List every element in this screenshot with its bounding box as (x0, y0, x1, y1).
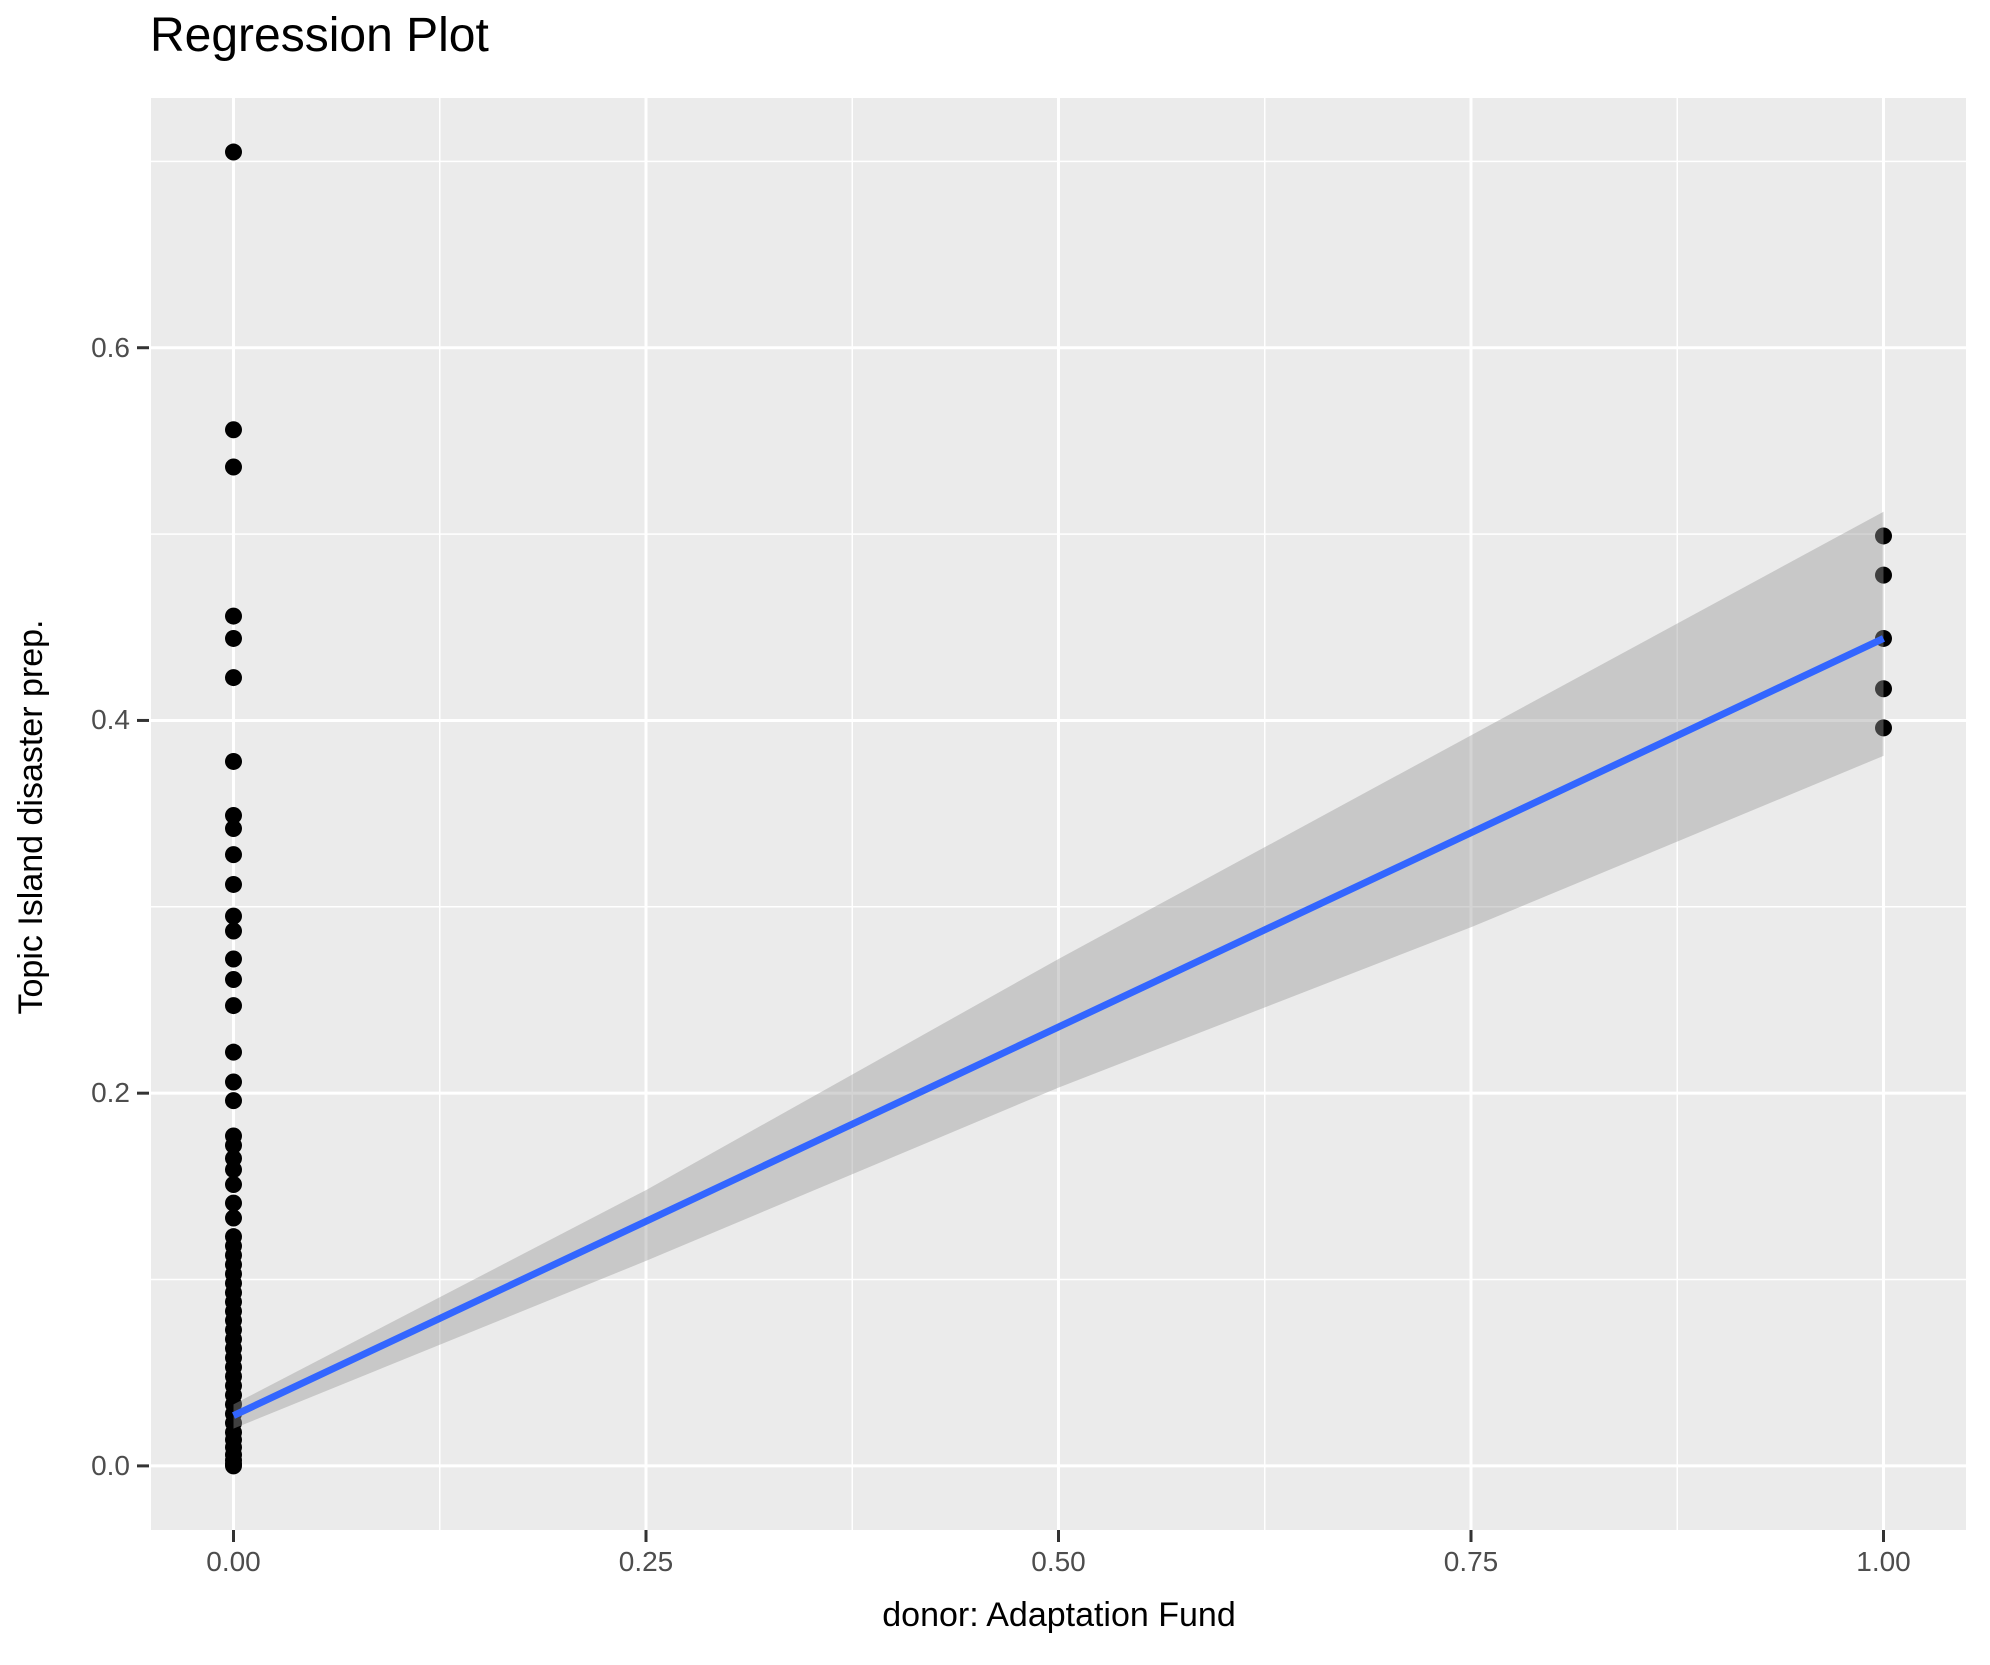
data-point (225, 907, 242, 925)
data-point (225, 1043, 242, 1061)
x-axis-title: donor: Adaptation Fund (882, 1596, 1236, 1634)
x-tick-label: 0.50 (1031, 1546, 1086, 1577)
data-point (225, 875, 242, 893)
data-point (1875, 527, 1892, 545)
data-point (225, 846, 242, 864)
data-point (1875, 680, 1892, 698)
data-point (225, 669, 242, 687)
y-tick-label: 0.6 (91, 331, 130, 363)
data-point (225, 806, 242, 824)
data-point (225, 997, 242, 1015)
x-tick-label: 1.00 (1856, 1546, 1911, 1577)
confidence-band (233, 511, 1884, 1429)
y-tick-label: 0.0 (91, 1449, 130, 1481)
data-point (225, 1194, 242, 1212)
data-point (225, 1136, 242, 1154)
plot-panel (137, 98, 1966, 1542)
data-point (225, 1209, 242, 1227)
data-point (225, 922, 242, 940)
y-tick-label: 0.2 (91, 1077, 130, 1109)
data-point (225, 421, 242, 439)
plot-title: Regression Plot (150, 9, 489, 62)
x-tick-label: 0.25 (618, 1546, 674, 1577)
data-point (225, 458, 242, 476)
y-tick-label: 0.4 (91, 704, 130, 736)
data-point (1875, 719, 1892, 737)
x-tick-label: 0.00 (206, 1546, 261, 1577)
data-point (225, 607, 242, 625)
x-tick-label: 0.75 (1443, 1546, 1499, 1577)
data-point (225, 1161, 242, 1179)
data-point (225, 629, 242, 647)
data-point (225, 1092, 242, 1110)
data-point (225, 752, 242, 770)
data-point (225, 950, 242, 968)
data-point (225, 143, 242, 161)
data-point (225, 970, 242, 988)
data-point (1875, 566, 1892, 584)
data-point (225, 1175, 242, 1193)
y-axis-title: Topic Island disaster prep. (12, 619, 50, 1015)
data-point (225, 820, 242, 838)
regression-line (232, 635, 1885, 1419)
data-point (225, 1457, 242, 1475)
data-point (225, 1073, 242, 1091)
